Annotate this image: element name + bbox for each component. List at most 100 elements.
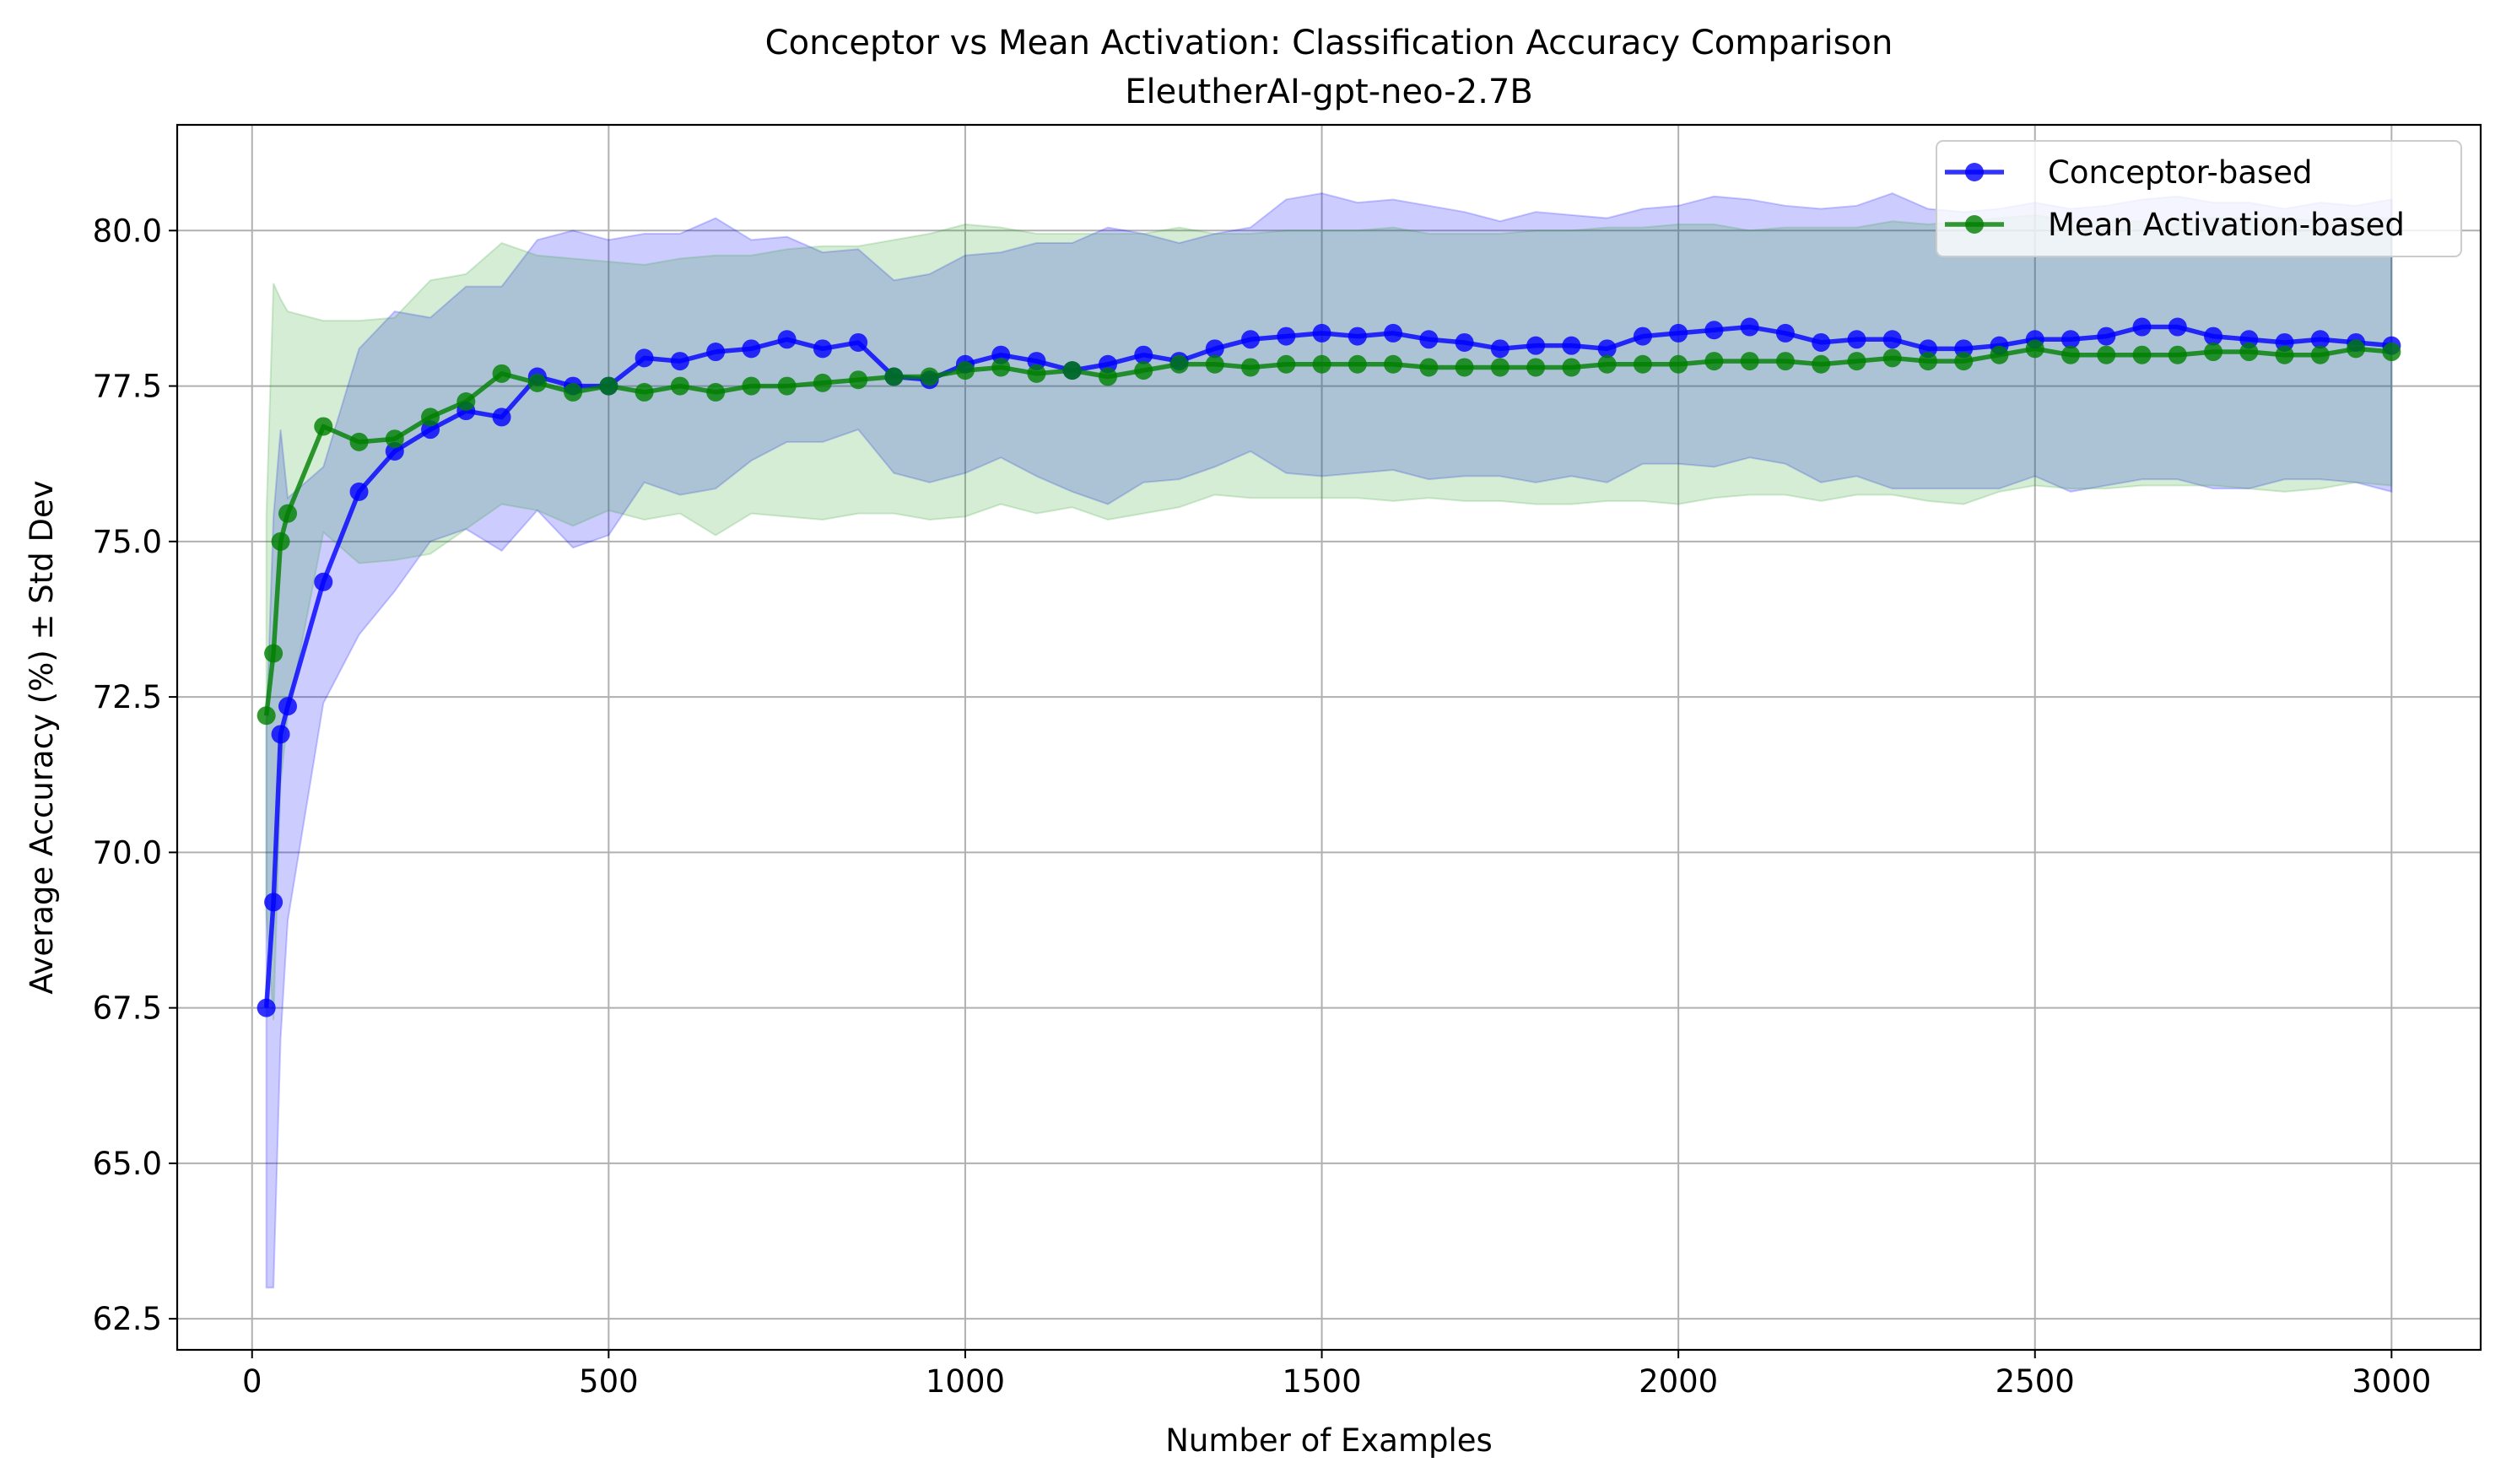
y-tick-label: 67.5 [93, 990, 162, 1027]
data-point-conceptor [1562, 336, 1581, 355]
data-point-mean-activation [2382, 343, 2401, 362]
data-point-mean-activation [2275, 345, 2294, 364]
data-point-mean-activation [564, 382, 583, 402]
data-point-mean-activation [2168, 345, 2187, 364]
data-point-mean-activation [777, 376, 797, 396]
data-point-conceptor [1312, 323, 1331, 343]
data-point-mean-activation [1740, 352, 1759, 371]
data-point-mean-activation [2347, 339, 2366, 359]
y-tick-label: 77.5 [93, 369, 162, 405]
data-point-mean-activation [1669, 354, 1688, 374]
data-point-mean-activation [2061, 345, 2081, 364]
data-point-mean-activation [849, 370, 868, 390]
data-point-mean-activation [1847, 352, 1866, 371]
std-band-mean-activation [265, 213, 2393, 1021]
data-point-mean-activation [385, 429, 404, 449]
data-point-conceptor [271, 725, 290, 744]
data-point-mean-activation [706, 382, 726, 402]
x-tick-label: 3000 [2352, 1363, 2431, 1400]
x-tick-label: 1500 [1282, 1363, 1361, 1400]
data-point-mean-activation [1312, 354, 1331, 374]
x-axis-label: Number of Examples [1165, 1422, 1493, 1459]
data-point-conceptor [777, 330, 797, 349]
data-point-mean-activation [670, 376, 689, 396]
data-point-mean-activation [955, 361, 975, 380]
data-point-mean-activation [1882, 348, 1902, 368]
data-point-conceptor [278, 697, 298, 716]
data-point-mean-activation [1633, 354, 1652, 374]
y-tick-label: 80.0 [93, 213, 162, 249]
data-point-conceptor [1384, 323, 1403, 343]
y-axis-label: Average Accuracy (%) ± Std Dev [24, 480, 60, 994]
chart-subtitle: EleutherAI-gpt-neo-2.7B [1125, 73, 1533, 111]
y-axis: 62.5 65.0 67.5 70.0 72.5 75.0 77.5 80.0 [93, 213, 177, 1337]
x-axis: 0 500 1000 1500 2000 2500 3000 [242, 1350, 2431, 1400]
y-tick-label: 62.5 [93, 1301, 162, 1337]
data-point-mean-activation [1062, 361, 1082, 380]
data-point-conceptor [1526, 336, 1546, 355]
data-point-mean-activation [1419, 358, 1439, 377]
data-point-conceptor [2132, 317, 2152, 337]
y-tick-label: 65.0 [93, 1146, 162, 1182]
x-tick-label: 1000 [926, 1363, 1005, 1400]
x-tick-label: 0 [242, 1363, 262, 1400]
data-point-mean-activation [1704, 352, 1724, 371]
data-point-mean-activation [1098, 367, 1117, 386]
data-point-mean-activation [1455, 358, 1474, 377]
data-point-mean-activation [271, 532, 290, 551]
data-point-conceptor [1597, 339, 1617, 359]
legend-marker-conceptor [1965, 163, 1984, 181]
data-point-conceptor [2097, 326, 2116, 346]
data-point-mean-activation [1562, 358, 1581, 377]
data-point-conceptor [813, 339, 832, 359]
data-point-mean-activation [1277, 354, 1296, 374]
data-point-conceptor [1812, 332, 1831, 352]
data-point-conceptor [1669, 323, 1688, 343]
y-tick-label: 70.0 [93, 834, 162, 871]
data-point-conceptor [1277, 326, 1296, 346]
data-point-mean-activation [314, 417, 333, 436]
data-point-conceptor [1205, 339, 1224, 359]
legend-label-mean-activation: Mean Activation-based [2048, 207, 2405, 243]
chart-title: Conceptor vs Mean Activation: Classifica… [765, 24, 1893, 62]
data-point-conceptor [2168, 317, 2187, 337]
data-point-conceptor [1490, 339, 1510, 359]
data-point-mean-activation [1169, 354, 1189, 374]
data-point-mean-activation [1990, 345, 2009, 364]
series-markers [257, 317, 2401, 1017]
data-point-mean-activation [1205, 354, 1224, 374]
data-point-conceptor [1348, 326, 1367, 346]
legend-marker-mean-activation [1965, 215, 1984, 234]
data-point-conceptor [349, 482, 369, 501]
legend-box [1936, 140, 2462, 257]
data-point-conceptor [257, 998, 276, 1017]
data-point-mean-activation [742, 376, 761, 396]
plot-frame [176, 123, 2482, 1352]
x-tick-label: 2000 [1639, 1363, 1718, 1400]
data-point-mean-activation [1384, 354, 1403, 374]
x-tick-label: 500 [579, 1363, 639, 1400]
legend: Conceptor-based Mean Activation-based [1936, 140, 2462, 257]
data-point-mean-activation [1812, 354, 1831, 374]
data-point-mean-activation [813, 373, 832, 392]
data-point-conceptor [670, 352, 689, 371]
data-point-conceptor [635, 348, 654, 368]
data-point-mean-activation [1526, 358, 1546, 377]
data-point-mean-activation [257, 706, 276, 726]
data-point-conceptor [1775, 323, 1795, 343]
x-tick-label: 2500 [1996, 1363, 2075, 1400]
data-point-conceptor [1882, 330, 1902, 349]
data-point-conceptor [742, 339, 761, 359]
data-point-mean-activation [2239, 343, 2259, 362]
data-point-conceptor [264, 893, 284, 912]
data-point-conceptor [1633, 326, 1652, 346]
data-point-mean-activation [527, 373, 547, 392]
data-point-mean-activation [1027, 364, 1046, 383]
y-tick-label: 72.5 [93, 679, 162, 715]
data-point-mean-activation [421, 407, 440, 427]
data-point-mean-activation [920, 367, 939, 386]
data-point-conceptor [1704, 321, 1724, 340]
data-point-mean-activation [635, 382, 654, 402]
data-point-conceptor [2310, 330, 2330, 349]
